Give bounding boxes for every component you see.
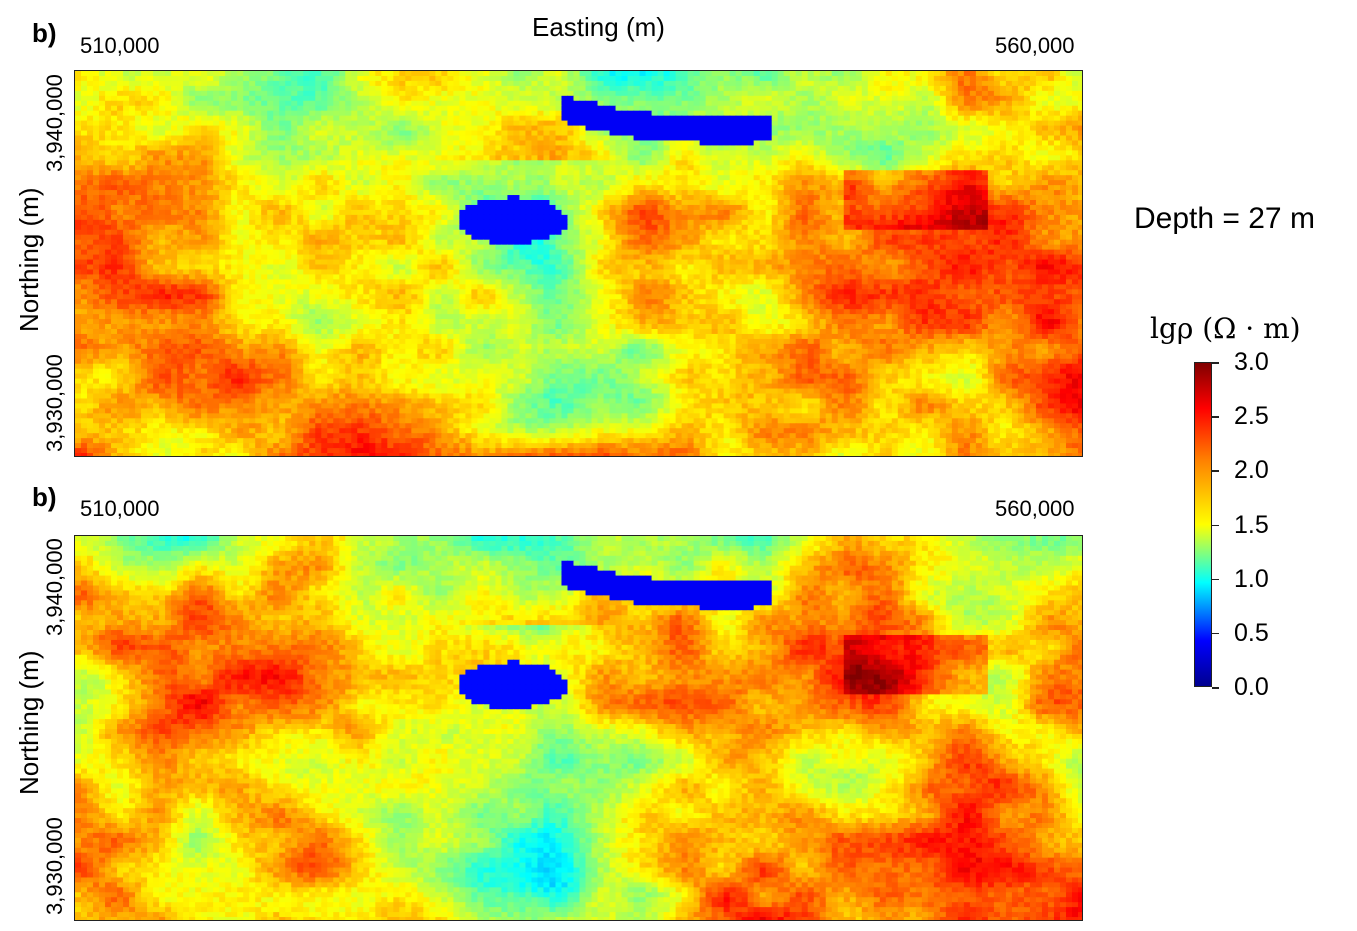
resistivity-map-bottom xyxy=(74,535,1083,921)
colorbar-title: lgρ (Ω · m) xyxy=(1150,312,1301,345)
colorbar-tick-label: 1.5 xyxy=(1234,511,1269,540)
resistivity-map-top xyxy=(74,70,1083,457)
x-axis-title: Easting (m) xyxy=(532,12,665,43)
colorbar-tick-mark xyxy=(1212,578,1219,581)
colorbar-tick-label: 0.5 xyxy=(1234,619,1269,648)
colorbar-tick-mark xyxy=(1212,416,1219,418)
colorbar-tick-mark xyxy=(1212,632,1219,635)
x-tick-left-bottom: 510,000 xyxy=(80,496,160,522)
y-tick-top-bottom: 3,940,000 xyxy=(42,538,68,636)
y-tick-bottom-bottom: 3,930,000 xyxy=(42,817,68,915)
y-axis-title-top: Northing (m) xyxy=(14,188,45,332)
depth-annotation: Depth = 27 m xyxy=(1134,202,1315,236)
panel-label-bottom: b) xyxy=(32,482,57,513)
x-tick-right-bottom: 560,000 xyxy=(995,496,1075,522)
colorbar-tick-mark xyxy=(1212,687,1219,689)
colorbar-tick-label: 2.0 xyxy=(1234,456,1269,485)
panel-label-top: b) xyxy=(32,18,57,49)
colorbar-tick-mark xyxy=(1212,362,1219,364)
colorbar-tick-label: 3.0 xyxy=(1234,348,1269,377)
colorbar-tick-mark xyxy=(1212,524,1219,526)
colorbar-tick-label: 2.5 xyxy=(1234,402,1269,431)
colorbar-tick-label: 1.0 xyxy=(1234,565,1269,594)
y-tick-top-top: 3,940,000 xyxy=(42,74,68,172)
y-axis-title-bottom: Northing (m) xyxy=(14,651,45,795)
x-tick-left-top: 510,000 xyxy=(80,33,160,59)
y-tick-bottom-top: 3,930,000 xyxy=(42,354,68,452)
colorbar xyxy=(1194,362,1212,687)
colorbar-tick-mark xyxy=(1212,470,1219,472)
colorbar-tick-label: 0.0 xyxy=(1234,673,1269,702)
x-tick-right-top: 560,000 xyxy=(995,33,1075,59)
